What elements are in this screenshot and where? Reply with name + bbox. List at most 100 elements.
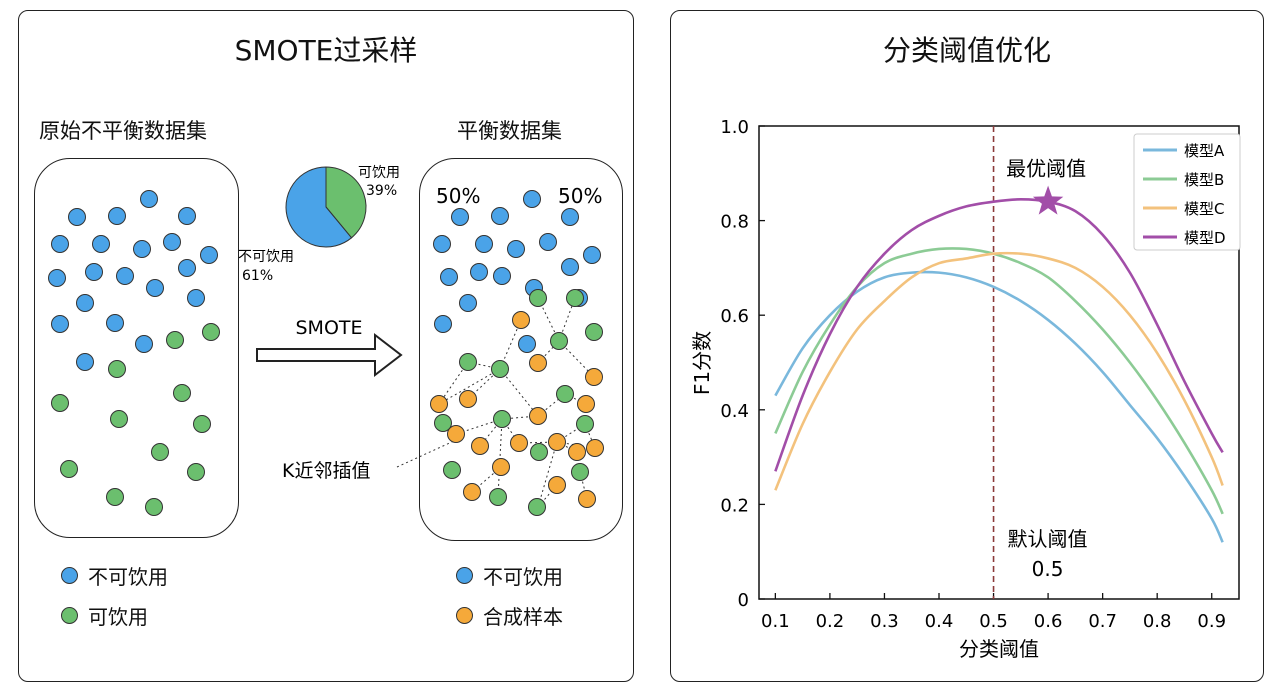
series-lines [774,198,1224,543]
nonpotable-sample-dot [108,207,126,225]
green-dot-icon [61,607,78,624]
threshold-panel-title: 分类阈值优化 [882,34,1051,67]
balanced-pct-left: 50% [436,184,480,208]
y-axis-ticks: 0 0.2 0.4 0.6 0.8 1.0 [720,117,765,611]
nonpotable-sample-dot [133,240,151,258]
potable-sample-dot [166,331,184,349]
nonpotable-sample-dot [48,269,66,287]
x-tick-label: 0.8 [1143,611,1172,632]
nonpotable-sample-dot [163,233,181,251]
legend-item-nonpotable: 不可饮用 [61,561,168,590]
y-tick-label: 0 [738,590,749,611]
original-samples [48,190,220,516]
legend-label: 可饮用 [88,605,148,629]
nonpotable-sample-dot [51,315,69,333]
balanced-dataset-box [419,158,623,541]
potable-sample-dot [193,415,211,433]
nonpotable-sample-dot [561,258,579,276]
nonpotable-sample-dot [92,235,110,253]
synthetic-sample-dot [471,437,489,455]
nonpotable-sample-dot [140,190,158,208]
potable-sample-dot [187,463,205,481]
synthetic-sample-dot [577,395,595,413]
synthetic-sample-dot [463,483,481,501]
potable-sample-dot [108,360,126,378]
nonpotable-sample-dot [106,314,124,332]
legend-label: 不可饮用 [483,565,563,589]
x-tick-label: 0.9 [1197,611,1226,632]
pie-label-nonpotable: 不可饮用 [238,249,294,265]
pie-pct-nonpotable: 61% [242,268,273,284]
nonpotable-sample-dot [475,235,493,253]
synthetic-sample-dot [459,390,477,408]
nonpotable-sample-dot [459,294,477,312]
synthetic-sample-dot [529,407,547,425]
potable-sample-dot [556,385,574,403]
nonpotable-sample-dot [51,235,69,253]
legend-item-nonpotable-balanced: 不可饮用 [456,561,563,590]
legend-label: 模型C [1184,200,1224,218]
synthetic-sample-dot [430,395,448,413]
x-axis-label: 分类阈值 [959,637,1039,661]
nonpotable-sample-dot [493,267,511,285]
potable-sample-dot [60,460,78,478]
smote-arrow-label: SMOTE [295,317,362,339]
y-tick-label: 1.0 [720,117,749,138]
potable-sample-dot [529,289,547,307]
series-line [774,270,1224,543]
synthetic-sample-dot [585,368,603,386]
legend-label: 不可饮用 [88,565,168,589]
smote-diagram: 可饮用 39% 不可饮用 61% SMOTE 50% 50% K近邻插值 [48,165,604,516]
nonpotable-sample-dot [434,315,452,333]
synthetic-sample-dot [512,311,530,329]
x-tick-label: 0.7 [1088,611,1117,632]
x-tick-label: 0.1 [761,611,790,632]
potable-sample-dot [151,443,169,461]
nonpotable-sample-dot [440,268,458,286]
y-tick-label: 0.8 [720,212,749,233]
f1-threshold-chart: 00.20.40.60.81.0 0.1 0.2 0.3 0.4 0.5 0.6 0.7 0.… [690,117,1241,661]
original-dataset-label: 原始不平衡数据集 [39,119,207,143]
nonpotable-sample-dot [451,208,469,226]
y-axis-label: F1分数 [690,331,714,395]
nonpotable-sample-dot [433,235,451,253]
nonpotable-sample-dot [68,208,86,226]
knn-edge [537,441,558,508]
default-threshold-value: 0.5 [1032,557,1064,581]
nonpotable-sample-dot [518,335,536,353]
threshold-panel: 分类阈值优化 0 0.2 0.4 0.6 0.8 1.0 0.1 0.2 0.3 0.4 0.5 0… [670,10,1264,682]
potable-sample-dot [173,384,191,402]
balanced-dataset-label: 平衡数据集 [457,119,562,143]
x-tick-label: 0.5 [979,611,1008,632]
nonpotable-sample-dot [507,240,525,258]
original-dataset-box [34,158,239,538]
class-pie-chart [285,166,367,248]
legend-label: 模型D [1184,229,1226,247]
potable-sample-dot [585,323,603,341]
nonpotable-sample-dot [187,289,205,307]
potable-sample-dot [145,498,163,516]
pie-pct-potable: 39% [366,183,397,199]
synthetic-sample-dot [447,425,465,443]
nonpotable-sample-dot [146,279,164,297]
smote-panel: SMOTE过采样 原始不平衡数据集 平衡数据集 可饮用 39% 不可饮用 61%… [18,10,634,682]
x-axis-ticks: 0.1 0.2 0.3 0.4 0.5 0.6 0.7 0.8 0.9 [761,593,1226,632]
synthetic-sample-dot [578,490,596,508]
synthetic-sample-dot [548,433,566,451]
nonpotable-sample-dot [116,267,134,285]
x-tick-label: 0.4 [925,611,954,632]
synthetic-sample-dot [548,476,566,494]
synthetic-sample-dot [492,458,510,476]
best-threshold-star-icon [1032,185,1064,215]
y-tick-label: 0.6 [720,306,749,327]
potable-sample-dot [528,498,546,516]
nonpotable-sample-dot [470,263,488,281]
nonpotable-sample-dot [76,294,94,312]
nonpotable-sample-dot [539,233,557,251]
legend-box [1133,133,1241,251]
series-line [774,251,1224,491]
pie-label-potable: 可饮用 [358,165,400,181]
knn-edge [499,319,522,370]
synthetic-sample-dot [510,434,528,452]
knn-edge [438,368,501,405]
